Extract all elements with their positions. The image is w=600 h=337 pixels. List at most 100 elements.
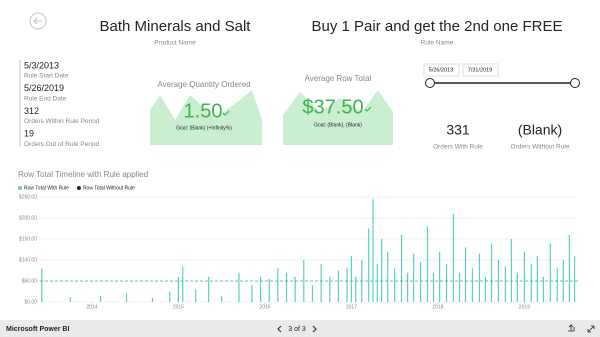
bar bbox=[542, 276, 545, 302]
next-page[interactable] bbox=[312, 325, 317, 333]
back-button[interactable] bbox=[29, 12, 47, 30]
bar bbox=[516, 272, 519, 302]
y-tick-label: $150.00 bbox=[19, 236, 37, 242]
bar bbox=[41, 268, 43, 302]
x-tick-label: 2017 bbox=[346, 304, 357, 310]
back-arrow bbox=[33, 17, 42, 25]
bar bbox=[346, 268, 348, 302]
bar bbox=[99, 295, 102, 302]
slider-handle[interactable] bbox=[570, 78, 580, 88]
check-icon bbox=[364, 106, 372, 112]
x-tick-label: 2016 bbox=[259, 304, 270, 310]
card-label: Orders With Rule bbox=[433, 144, 483, 151]
x-tick-label: 2019 bbox=[519, 304, 530, 310]
fullscreen-button[interactable] bbox=[587, 325, 595, 333]
rule-label: Rule Name bbox=[421, 40, 454, 47]
bar bbox=[484, 276, 487, 302]
bar bbox=[221, 295, 223, 302]
bar bbox=[177, 276, 179, 302]
bar bbox=[387, 251, 389, 302]
bar bbox=[182, 266, 184, 302]
gauge-value: $37.50 bbox=[302, 96, 363, 118]
bar bbox=[169, 291, 171, 302]
stat-value: 5/26/2019 bbox=[24, 83, 64, 93]
stat-value: 19 bbox=[24, 128, 34, 138]
gauge-goal: Goal: (Blank) (+Infinity%) bbox=[176, 125, 232, 131]
app-name: Microsoft Power BI bbox=[6, 326, 69, 333]
gauge-value: 1.50 bbox=[184, 100, 223, 122]
footer-bar bbox=[0, 320, 600, 337]
bar bbox=[536, 255, 538, 302]
stat-value: 5/3/2013 bbox=[24, 60, 59, 70]
stat-value: 312 bbox=[24, 106, 39, 116]
bar bbox=[458, 272, 461, 302]
prev-page[interactable] bbox=[277, 325, 282, 333]
bar bbox=[407, 272, 409, 302]
gauge-title: Average Quantity Ordered bbox=[157, 80, 250, 89]
product-label: Product Name bbox=[154, 40, 196, 47]
bar bbox=[497, 260, 500, 302]
bar bbox=[419, 262, 422, 302]
bar bbox=[268, 278, 270, 302]
product-name: Bath Minerals and Salt bbox=[100, 18, 252, 35]
date-box[interactable] bbox=[462, 63, 499, 77]
bar bbox=[471, 268, 474, 302]
legend-label: Row Total Without Rule bbox=[83, 185, 135, 191]
bar bbox=[285, 272, 288, 302]
bar bbox=[251, 285, 253, 302]
slicer-start: 5/26/2013 bbox=[429, 67, 453, 73]
bar bbox=[413, 253, 415, 302]
bar bbox=[504, 266, 506, 302]
bar bbox=[549, 243, 551, 302]
bar bbox=[368, 228, 370, 302]
bar bbox=[294, 276, 296, 302]
slicer-end: 7/31/2019 bbox=[468, 67, 492, 73]
slider-handle[interactable] bbox=[425, 78, 435, 88]
bar bbox=[376, 264, 378, 302]
y-tick-label: $250.00 bbox=[19, 194, 37, 200]
bar bbox=[445, 264, 448, 302]
legend-marker bbox=[18, 186, 22, 190]
y-tick-label: $100.00 bbox=[19, 257, 37, 263]
gauge-area bbox=[283, 90, 393, 145]
y-tick-label: $50.00 bbox=[22, 278, 38, 284]
stat-label: Rule End Date bbox=[24, 95, 67, 102]
bar bbox=[195, 289, 197, 302]
bar bbox=[464, 247, 467, 302]
stat-label: Orders Out of Rule Period bbox=[24, 141, 100, 148]
bar bbox=[394, 268, 396, 302]
bar bbox=[568, 234, 570, 302]
bar bbox=[355, 276, 357, 302]
bar bbox=[426, 226, 429, 302]
gauge-title: Average Row Total bbox=[305, 74, 372, 83]
date-box[interactable] bbox=[423, 63, 460, 77]
bar bbox=[350, 255, 352, 302]
share-button[interactable] bbox=[568, 324, 575, 332]
stat-label: Rule Start Date bbox=[24, 73, 69, 80]
card-value: 331 bbox=[446, 122, 470, 138]
bar bbox=[238, 272, 240, 302]
card-label: Orders Without Rule bbox=[511, 144, 570, 151]
y-tick-label: $0.00 bbox=[24, 299, 37, 305]
bar bbox=[452, 213, 455, 302]
legend: Row Total With Rule Row Total Without Rul… bbox=[18, 185, 135, 191]
bar bbox=[259, 276, 262, 302]
chart-title: Row Total Timeline with Rule applied bbox=[18, 170, 148, 179]
card-value: (Blank) bbox=[518, 122, 562, 138]
x-tick-label: 2015 bbox=[173, 304, 184, 310]
bar bbox=[523, 251, 525, 302]
page-indicator: 3 of 3 bbox=[288, 326, 306, 333]
y-tick-label: $200.00 bbox=[19, 215, 37, 221]
legend-marker bbox=[76, 186, 81, 190]
bar bbox=[573, 255, 576, 302]
bar bbox=[439, 251, 441, 302]
rule-name: Buy 1 Pair and get the 2nd one FREE bbox=[312, 18, 563, 35]
timeline-chart: $0.00 $50.00 $100.00 $150.00 $200.00 $250.00 2… bbox=[19, 194, 578, 310]
bar bbox=[530, 264, 532, 302]
bar bbox=[432, 272, 435, 302]
check-icon bbox=[222, 110, 230, 116]
bar bbox=[125, 293, 128, 302]
bar bbox=[490, 243, 493, 302]
bar bbox=[69, 296, 71, 302]
